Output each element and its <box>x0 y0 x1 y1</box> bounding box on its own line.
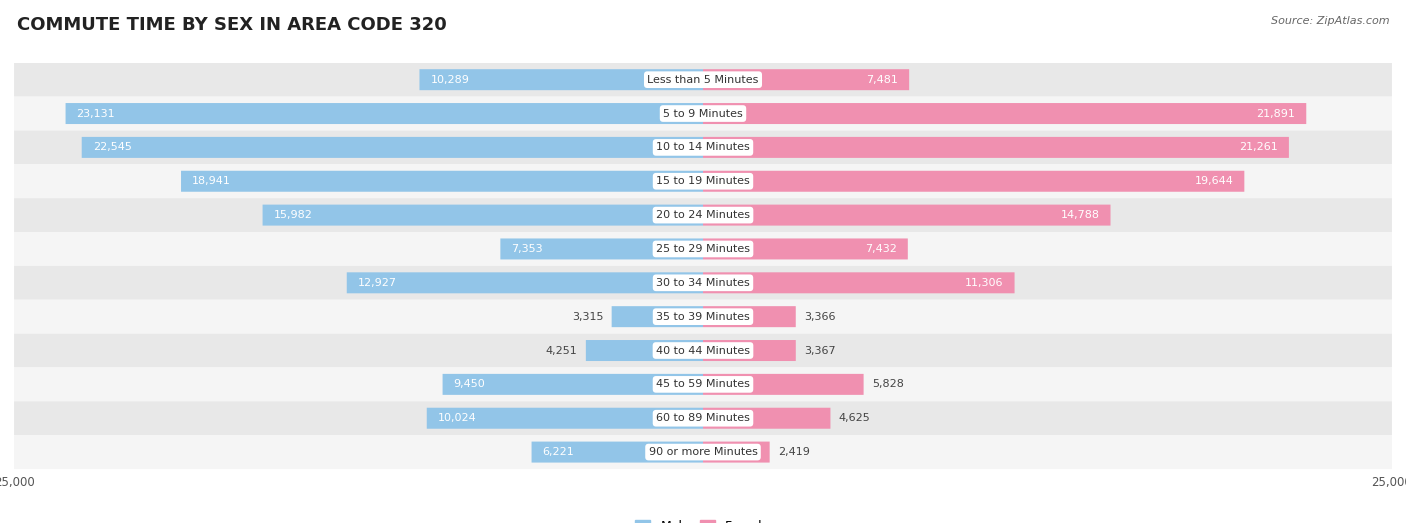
FancyBboxPatch shape <box>427 408 703 429</box>
FancyBboxPatch shape <box>703 408 831 429</box>
Text: 60 to 89 Minutes: 60 to 89 Minutes <box>657 413 749 423</box>
FancyBboxPatch shape <box>263 204 703 225</box>
FancyBboxPatch shape <box>703 103 1306 124</box>
Text: 19,644: 19,644 <box>1195 176 1233 186</box>
Text: 7,353: 7,353 <box>512 244 543 254</box>
Text: 18,941: 18,941 <box>193 176 231 186</box>
FancyBboxPatch shape <box>14 368 1392 401</box>
FancyBboxPatch shape <box>443 374 703 395</box>
Text: Source: ZipAtlas.com: Source: ZipAtlas.com <box>1271 16 1389 26</box>
FancyBboxPatch shape <box>703 170 1244 192</box>
FancyBboxPatch shape <box>14 232 1392 266</box>
Text: 4,625: 4,625 <box>839 413 870 423</box>
FancyBboxPatch shape <box>14 164 1392 198</box>
FancyBboxPatch shape <box>703 441 769 462</box>
FancyBboxPatch shape <box>703 137 1289 158</box>
FancyBboxPatch shape <box>586 340 703 361</box>
FancyBboxPatch shape <box>14 435 1392 469</box>
Text: 12,927: 12,927 <box>357 278 396 288</box>
FancyBboxPatch shape <box>14 266 1392 300</box>
Text: 40 to 44 Minutes: 40 to 44 Minutes <box>657 346 749 356</box>
Text: 23,131: 23,131 <box>76 109 115 119</box>
FancyBboxPatch shape <box>501 238 703 259</box>
Text: 7,481: 7,481 <box>866 75 898 85</box>
FancyBboxPatch shape <box>14 63 1392 97</box>
Text: 21,261: 21,261 <box>1239 142 1278 152</box>
Text: 10,289: 10,289 <box>430 75 470 85</box>
Text: 30 to 34 Minutes: 30 to 34 Minutes <box>657 278 749 288</box>
FancyBboxPatch shape <box>703 69 910 90</box>
FancyBboxPatch shape <box>14 130 1392 164</box>
Text: 4,251: 4,251 <box>546 346 578 356</box>
FancyBboxPatch shape <box>612 306 703 327</box>
Text: Less than 5 Minutes: Less than 5 Minutes <box>647 75 759 85</box>
FancyBboxPatch shape <box>419 69 703 90</box>
Text: 9,450: 9,450 <box>454 379 485 389</box>
Text: 3,315: 3,315 <box>572 312 603 322</box>
Text: 5,828: 5,828 <box>872 379 904 389</box>
FancyBboxPatch shape <box>531 441 703 462</box>
Text: 90 or more Minutes: 90 or more Minutes <box>648 447 758 457</box>
Text: 22,545: 22,545 <box>93 142 132 152</box>
Text: 14,788: 14,788 <box>1060 210 1099 220</box>
Text: 7,432: 7,432 <box>865 244 897 254</box>
FancyBboxPatch shape <box>14 97 1392 130</box>
Text: 10,024: 10,024 <box>437 413 477 423</box>
Text: 15 to 19 Minutes: 15 to 19 Minutes <box>657 176 749 186</box>
Text: 20 to 24 Minutes: 20 to 24 Minutes <box>657 210 749 220</box>
FancyBboxPatch shape <box>14 334 1392 368</box>
FancyBboxPatch shape <box>347 272 703 293</box>
FancyBboxPatch shape <box>703 306 796 327</box>
FancyBboxPatch shape <box>703 374 863 395</box>
Text: 5 to 9 Minutes: 5 to 9 Minutes <box>664 109 742 119</box>
FancyBboxPatch shape <box>14 401 1392 435</box>
FancyBboxPatch shape <box>14 198 1392 232</box>
FancyBboxPatch shape <box>703 272 1015 293</box>
Text: 2,419: 2,419 <box>778 447 810 457</box>
FancyBboxPatch shape <box>82 137 703 158</box>
FancyBboxPatch shape <box>703 340 796 361</box>
Text: 3,366: 3,366 <box>804 312 835 322</box>
Text: 3,367: 3,367 <box>804 346 835 356</box>
Text: 6,221: 6,221 <box>543 447 574 457</box>
Text: 25 to 29 Minutes: 25 to 29 Minutes <box>657 244 749 254</box>
Text: 10 to 14 Minutes: 10 to 14 Minutes <box>657 142 749 152</box>
Text: COMMUTE TIME BY SEX IN AREA CODE 320: COMMUTE TIME BY SEX IN AREA CODE 320 <box>17 16 447 33</box>
Text: 11,306: 11,306 <box>965 278 1004 288</box>
FancyBboxPatch shape <box>66 103 703 124</box>
Text: 21,891: 21,891 <box>1257 109 1295 119</box>
FancyBboxPatch shape <box>703 204 1111 225</box>
Legend: Male, Female: Male, Female <box>630 515 776 523</box>
FancyBboxPatch shape <box>703 238 908 259</box>
Text: 35 to 39 Minutes: 35 to 39 Minutes <box>657 312 749 322</box>
FancyBboxPatch shape <box>14 300 1392 334</box>
Text: 15,982: 15,982 <box>274 210 312 220</box>
FancyBboxPatch shape <box>181 170 703 192</box>
Text: 45 to 59 Minutes: 45 to 59 Minutes <box>657 379 749 389</box>
